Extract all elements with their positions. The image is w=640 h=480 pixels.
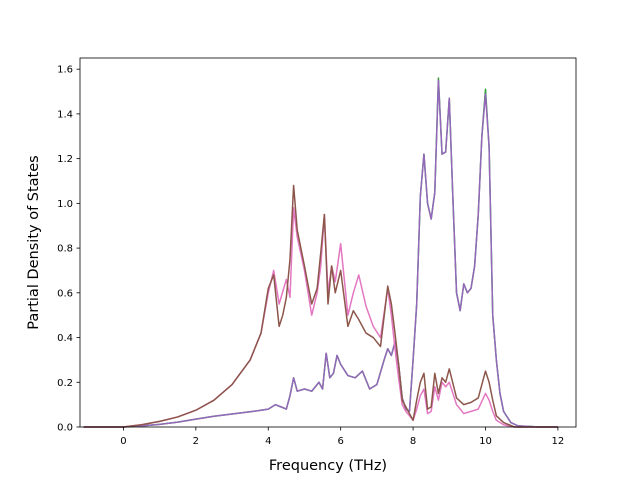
- x-tick-label: 6: [337, 436, 343, 447]
- y-tick-label: 0.2: [57, 378, 73, 389]
- x-tick-label: 12: [552, 436, 565, 447]
- x-tick-label: 8: [410, 436, 416, 447]
- x-tick-label: 4: [265, 436, 271, 447]
- y-axis-label: Partial Density of States: [26, 155, 42, 329]
- series-line-4: [83, 184, 558, 428]
- y-tick-label: 1.6: [57, 65, 73, 76]
- y-tick-label: 1.4: [57, 109, 73, 120]
- y-tick-label: 1.2: [57, 154, 73, 165]
- y-tick-label: 1.0: [57, 199, 73, 210]
- x-axis-ticks: 0 2 4 6 8 10 12: [120, 427, 564, 447]
- series-line-3: [83, 207, 558, 428]
- y-axis-ticks: 0.0 0.2 0.4 0.6 0.8 1.0 1.2 1.4 1.6: [57, 65, 80, 434]
- y-tick-label: 0.8: [57, 244, 73, 255]
- y-tick-label: 0.0: [57, 423, 73, 434]
- y-tick-label: 0.4: [57, 333, 73, 344]
- x-tick-label: 0: [120, 436, 126, 447]
- x-tick-label: 2: [193, 436, 199, 447]
- y-tick-label: 0.6: [57, 288, 73, 299]
- x-axis-label: Frequency (THz): [269, 458, 387, 474]
- series-layer: [83, 77, 558, 428]
- plot-frame: [79, 57, 577, 428]
- x-tick-label: 10: [479, 436, 492, 447]
